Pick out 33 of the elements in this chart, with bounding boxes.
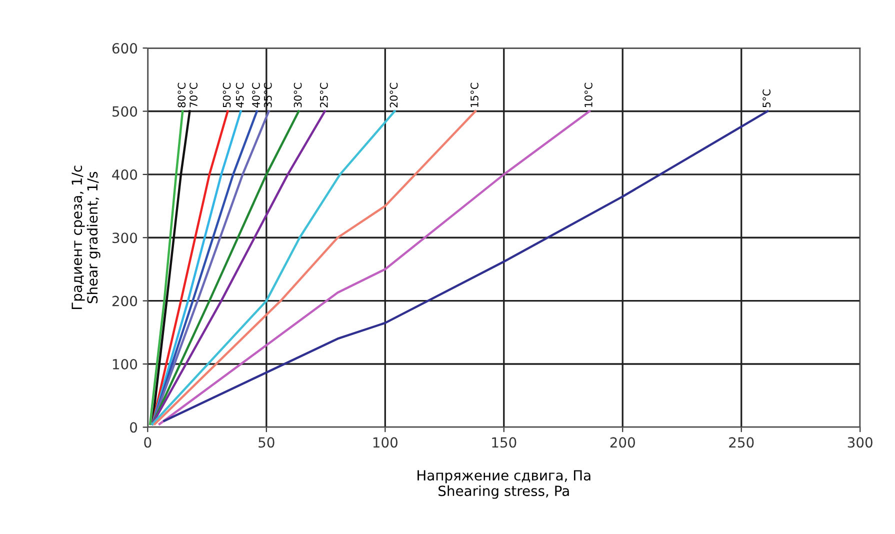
text: 25°C <box>320 82 328 108</box>
x-axis-title: Напряжение сдвига, Па Shearing stress, Pa <box>418 470 590 499</box>
text: 45°C <box>236 82 244 108</box>
text: 10°C <box>584 82 592 107</box>
line-series <box>163 110 769 422</box>
y-tick-label: 0 <box>130 422 138 433</box>
text: 30°C <box>294 82 302 108</box>
line-series <box>151 110 396 426</box>
y-tick-label: 100 <box>112 358 138 370</box>
x-tick-label: 100 <box>373 437 398 448</box>
y-tick-label: 600 <box>112 43 138 54</box>
line-series <box>158 110 590 426</box>
text: 15°C <box>470 82 478 107</box>
x-tick-label: 200 <box>610 437 635 448</box>
y-tick-label: 400 <box>112 169 138 180</box>
x-tick-label: 300 <box>848 437 872 448</box>
x-tick-label: 50 <box>258 437 274 448</box>
y-axis-title: Градиент среза, 1/с Shear gradient, 1/s <box>72 166 100 309</box>
line-series <box>148 110 184 426</box>
y-tick-label: 300 <box>112 232 138 244</box>
x-tick-label: 250 <box>729 437 754 448</box>
line-series <box>154 110 476 426</box>
x-tick-label: 150 <box>492 437 516 448</box>
x-tick-label: 0 <box>144 437 152 448</box>
y-tick-label: 500 <box>112 106 138 117</box>
text: 70°C <box>190 82 198 108</box>
text: 20°C <box>390 82 398 108</box>
text: 80°C <box>178 82 186 108</box>
text: 5°C <box>762 90 771 108</box>
text: 40°C <box>252 82 260 108</box>
text: 50°C <box>222 82 231 108</box>
text: 35°C <box>264 82 272 108</box>
y-tick-label: 200 <box>112 296 138 306</box>
